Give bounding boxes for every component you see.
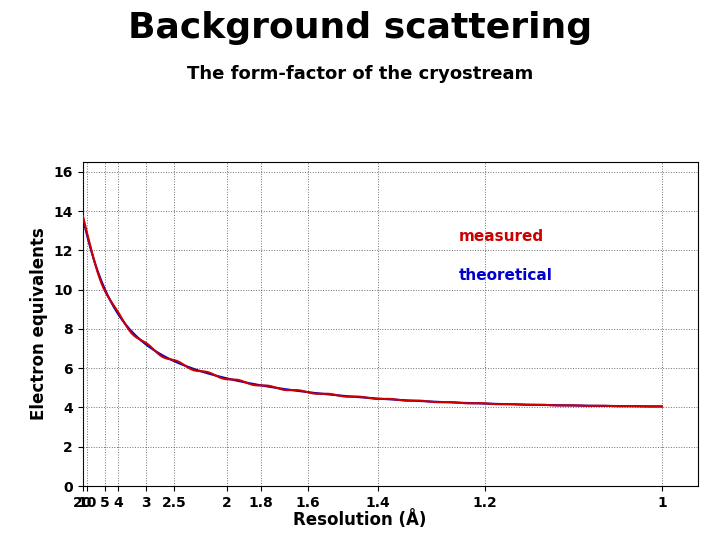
Text: theoretical: theoretical	[459, 268, 552, 283]
Text: Resolution (Å): Resolution (Å)	[293, 510, 427, 529]
Text: measured: measured	[459, 229, 544, 244]
Text: Background scattering: Background scattering	[128, 11, 592, 45]
Text: The form-factor of the cryostream: The form-factor of the cryostream	[187, 65, 533, 83]
Y-axis label: Electron equivalents: Electron equivalents	[30, 228, 48, 420]
